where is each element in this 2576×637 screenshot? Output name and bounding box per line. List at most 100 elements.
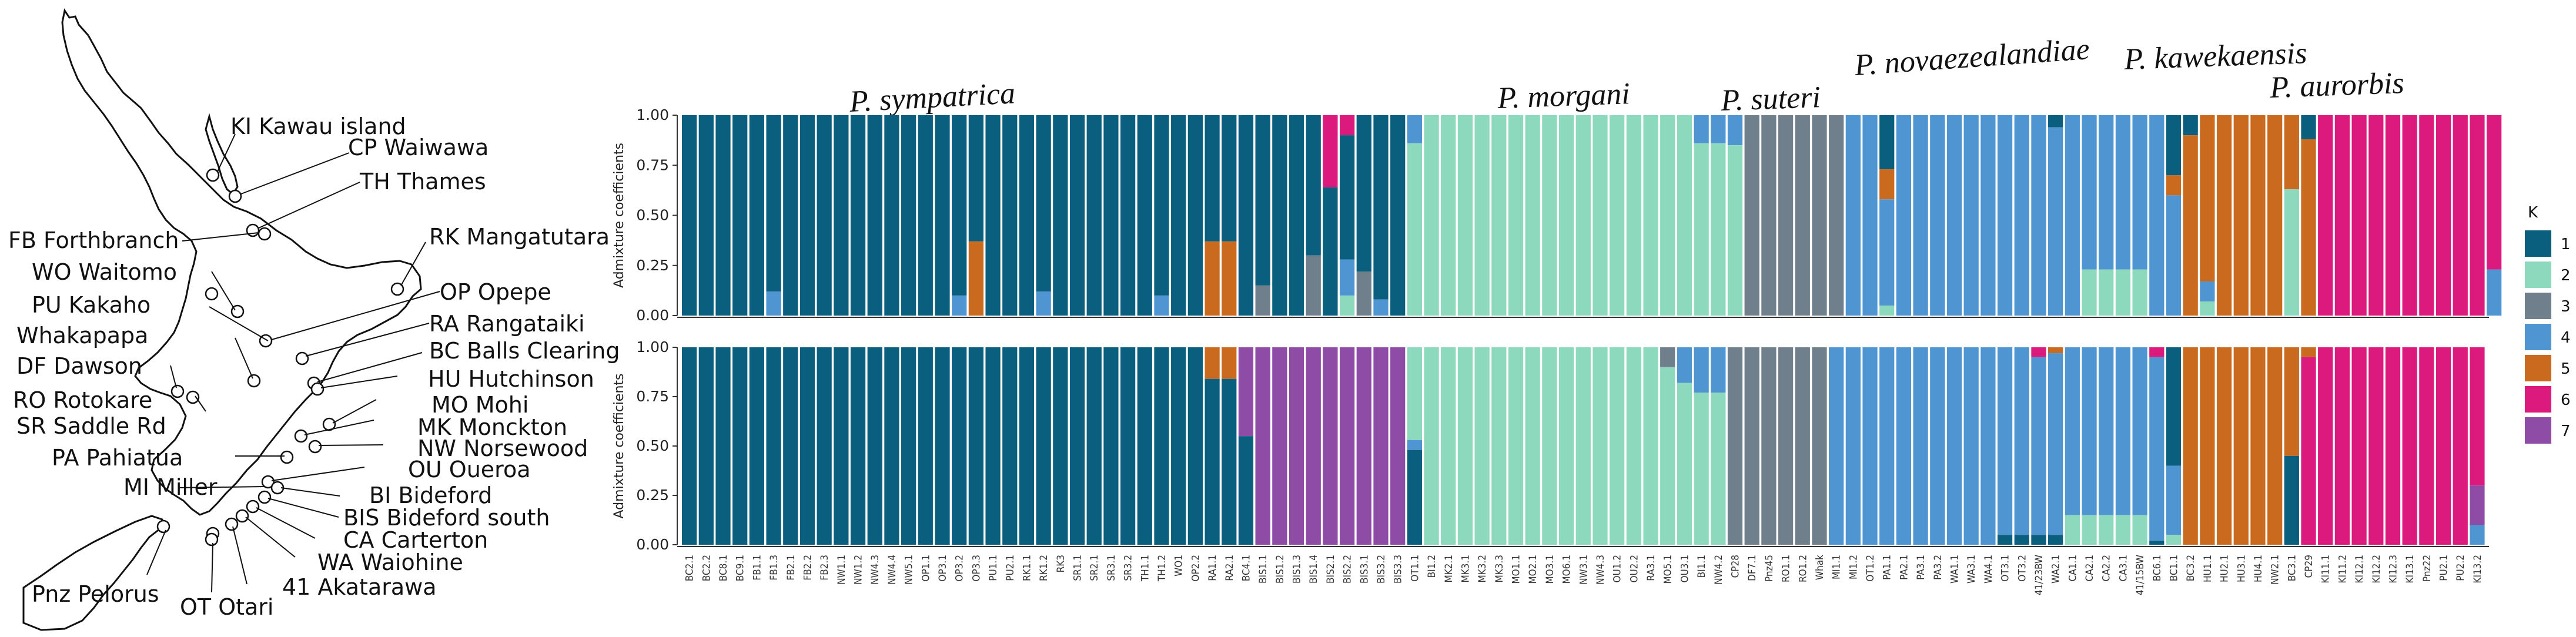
admixture-segment-top-44-k4 (1407, 115, 1422, 143)
sample-label: CP28 (1730, 555, 1742, 578)
admixture-segment-bottom-85-k2 (2099, 515, 2114, 545)
admixture-segment-bottom-59-k2 (1660, 367, 1675, 545)
admixture-segment-top-41-k3 (1356, 271, 1371, 316)
admixture-segment-top-42-k4 (1373, 299, 1389, 316)
admixture-segment-top-71-k4 (1862, 115, 1878, 316)
admixture-segment-top-17-k1 (952, 115, 967, 296)
admixture-segment-top-32-k5 (1205, 241, 1220, 316)
admixture-segment-bottom-6-k1 (766, 347, 781, 545)
admixture-segment-bottom-26-k1 (1103, 347, 1119, 545)
admixture-segment-bottom-106-k6 (2453, 347, 2468, 545)
admixture-segment-top-20-k1 (1002, 115, 1018, 316)
legend: K 1 2 3 4 5 6 7 (2525, 204, 2571, 444)
y-tick-label: 1.00 (636, 106, 669, 123)
site-marker (257, 490, 272, 504)
sample-label: BI1.1 (1696, 555, 1708, 578)
admixture-segment-top-50-k2 (1508, 115, 1524, 316)
admixture-segment-bottom-53-k2 (1558, 347, 1574, 545)
admixture-segment-bottom-12-k1 (867, 347, 882, 545)
admixture-segment-top-62-k4 (1711, 115, 1726, 143)
sample-label: FB1.1 (751, 555, 763, 581)
sample-label: BIS1.2 (1274, 555, 1286, 584)
admixture-segment-bottom-89-k1 (2166, 347, 2182, 466)
admixture-segment-bottom-73-k4 (1896, 347, 1912, 545)
y-tick-label: 0.50 (636, 207, 669, 224)
sample-label: Whak (1814, 555, 1826, 580)
admixture-segment-top-14-k1 (901, 115, 916, 316)
sample-label: OT3.2 (2016, 555, 2028, 582)
sample-label: NW1.2 (853, 555, 865, 585)
admixture-segment-bottom-61-k2 (1694, 393, 1709, 545)
admixture-segment-top-33-k5 (1222, 241, 1237, 316)
sample-label: CA3.1 (2117, 555, 2129, 581)
admixture-segment-top-55-k2 (1593, 115, 1608, 316)
admixture-segment-bottom-24-k1 (1069, 347, 1085, 545)
sample-label: RK3 (1055, 555, 1067, 572)
sample-label: WA2.1 (2050, 555, 2062, 584)
site-label: WA Waiohine (317, 549, 463, 575)
admixture-segment-bottom-3-k1 (715, 347, 731, 545)
admixture-segment-top-56-k2 (1610, 115, 1625, 316)
site-label: CA Carterton (343, 527, 488, 553)
site-label: PU Kakaho (32, 292, 150, 318)
admixture-segment-top-47-k2 (1457, 115, 1473, 316)
sample-label: BI1.2 (1426, 555, 1438, 578)
admixture-segment-top-23-k1 (1053, 115, 1068, 316)
sample-label: NW3.1 (1578, 555, 1590, 585)
admixture-segment-bottom-44-k2 (1407, 347, 1422, 440)
sample-label: KI13.2 (2472, 555, 2484, 584)
admixture-segment-top-97-k1 (2301, 115, 2316, 139)
site-label: RO Rotokare (13, 387, 152, 413)
admixture-segment-bottom-94-k5 (2250, 347, 2266, 545)
admixture-segment-bottom-96-k5 (2284, 347, 2299, 456)
site-marker (246, 499, 260, 514)
admixture-segment-top-69-k3 (1829, 115, 1844, 316)
admixture-segment-top-22-k1 (1036, 115, 1051, 292)
admixture-segment-bottom-104-k6 (2419, 347, 2434, 545)
admixture-segment-top-83-k4 (2065, 115, 2080, 316)
admixture-segment-bottom-13-k1 (884, 347, 899, 545)
sample-label: HU2.1 (2219, 555, 2231, 582)
admixture-segment-top-18-k5 (968, 241, 984, 316)
admixture-segment-top-98-k6 (2318, 115, 2333, 316)
admixture-segment-top-8-k1 (799, 115, 815, 316)
site-label: NW Norsewood (417, 435, 588, 461)
admixture-segment-bottom-29-k1 (1154, 347, 1169, 545)
sample-label: 41/15BW (2135, 555, 2146, 595)
admixture-segment-top-74-k4 (1913, 115, 1928, 316)
admixture-segment-top-53-k2 (1558, 115, 1574, 316)
admixture-segment-bottom-70-k4 (1845, 347, 1861, 545)
admixture-segment-top-48-k2 (1474, 115, 1490, 316)
site-marker (295, 351, 309, 366)
admixture-segment-bottom-17-k1 (952, 347, 967, 545)
sample-label: BIS1.3 (1292, 555, 1303, 584)
admixture-segment-bottom-76-k4 (1946, 347, 1962, 545)
site-marker (156, 519, 170, 534)
admixture-segment-top-86-k2 (2115, 269, 2131, 316)
legend-swatch-4 (2525, 324, 2551, 350)
admixture-segment-top-9-k1 (817, 115, 832, 316)
admixture-segment-bottom-81-k1 (2031, 535, 2046, 545)
admixture-segment-top-17-k4 (952, 295, 967, 316)
sample-label: BIS1.4 (1308, 555, 1320, 584)
admixture-segment-bottom-100-k6 (2351, 347, 2367, 545)
admixture-segment-bottom-84-k2 (2082, 515, 2097, 545)
sample-label: BC4.1 (1240, 555, 1252, 581)
sample-tick-labels: BC2.1 BC2.2 BC8.1 BC9.1 FB1.1 FB1.3 FB2.1 FB2.2… (684, 555, 2484, 595)
sample-label: KI12.2 (2371, 555, 2383, 584)
sample-label: CA2.1 (2084, 555, 2096, 581)
sample-label: MO2.1 (1527, 555, 1539, 584)
admixture-segment-bottom-65-k3 (1761, 347, 1777, 545)
site-leaders (146, 133, 440, 593)
sample-label: OP3.2 (954, 555, 966, 582)
sample-label: MO3.1 (1544, 555, 1556, 584)
admixture-segment-top-29-k1 (1154, 115, 1169, 296)
y-tick-label: 0.75 (636, 156, 669, 173)
admixture-segment-bottom-58-k2 (1643, 347, 1658, 545)
admixture-segment-bottom-101-k6 (2368, 347, 2384, 545)
admixture-segment-bottom-11-k1 (850, 347, 866, 545)
admixture-segment-top-87-k4 (2132, 115, 2147, 270)
admixture-segment-bottom-43-k7 (1390, 347, 1406, 545)
admixture-segment-top-33-k1 (1222, 115, 1237, 242)
sample-label: TH1.2 (1156, 555, 1168, 582)
